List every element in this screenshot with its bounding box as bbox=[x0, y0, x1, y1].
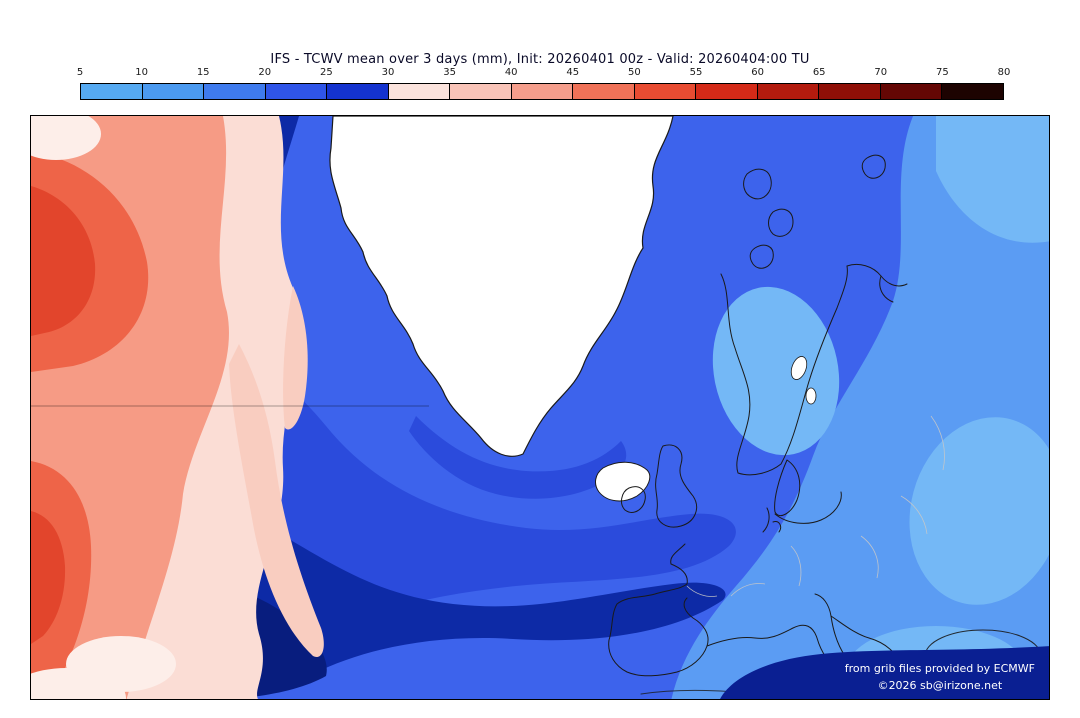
greenland-landmass bbox=[329, 116, 674, 457]
colorbar-tick-label: 75 bbox=[936, 67, 949, 78]
colorbar-tick-label: 55 bbox=[689, 67, 703, 78]
colorbar-segment bbox=[450, 84, 512, 99]
country-borders bbox=[686, 415, 945, 597]
colorbar-segment bbox=[511, 84, 574, 99]
credit-line-1: from grib files provided by ECMWF bbox=[844, 661, 1035, 675]
colorbar-tick-label: 70 bbox=[874, 67, 888, 78]
colorbar-segment bbox=[696, 84, 758, 99]
colorbar-tick-label: 15 bbox=[196, 67, 210, 78]
colorbar-tick-label: 10 bbox=[135, 67, 148, 78]
credit-line-2: ©2026 sb@irizone.net bbox=[877, 678, 1003, 692]
colorbar-tick-label: 80 bbox=[997, 67, 1011, 78]
colorbar-tick-label: 60 bbox=[751, 67, 764, 78]
colorbar-segment bbox=[265, 84, 328, 99]
colorbar-segment bbox=[942, 84, 1003, 99]
weather-map: from grib files provided by ECMWF ©2026 … bbox=[30, 115, 1050, 700]
iceland-island bbox=[595, 461, 651, 502]
colorbar-segment bbox=[142, 84, 205, 99]
colorbar-tick-label: 30 bbox=[381, 67, 395, 78]
colorbar-tick-label: 5 bbox=[76, 67, 84, 78]
colorbar-bar bbox=[80, 83, 1004, 100]
colorbar: 5 10 15 20 25 30 35 40 45 50 55 60 65 70 75 80 bbox=[76, 66, 1011, 100]
colorbar-segment bbox=[573, 84, 635, 99]
tcwv-field-map bbox=[31, 116, 1049, 699]
colorbar-segment bbox=[327, 84, 389, 99]
colorbar-ticks: 5 10 15 20 25 30 35 40 45 50 55 60 65 70 75 80 bbox=[76, 66, 1011, 81]
colorbar-segment bbox=[204, 84, 266, 99]
colorbar-segment bbox=[819, 84, 881, 99]
norway-snow-patches bbox=[790, 356, 817, 405]
colorbar-tick-label: 65 bbox=[812, 67, 826, 78]
colorbar-tick-label: 40 bbox=[504, 67, 518, 78]
page-title: IFS - TCWV mean over 3 days (mm), Init: … bbox=[270, 52, 810, 67]
colorbar-tick-label: 20 bbox=[258, 67, 272, 78]
europe-light-field bbox=[671, 116, 1049, 699]
colorbar-tick-label: 50 bbox=[628, 67, 641, 78]
colorbar-segment bbox=[388, 84, 451, 99]
colorbar-tick-label: 45 bbox=[566, 67, 580, 78]
svalbard-islands bbox=[743, 154, 886, 269]
colorbar-segment bbox=[757, 84, 820, 99]
credits-overlay: from grib files provided by ECMWF ©2026 … bbox=[845, 660, 1035, 694]
red-field-west bbox=[31, 116, 324, 699]
colorbar-tick-label: 25 bbox=[320, 67, 333, 78]
colorbar-segment bbox=[81, 84, 143, 99]
colorbar-tick-label: 35 bbox=[443, 67, 456, 78]
credits-background bbox=[720, 646, 1049, 699]
colorbar-segment bbox=[880, 84, 943, 99]
colorbar-segment bbox=[634, 84, 697, 99]
